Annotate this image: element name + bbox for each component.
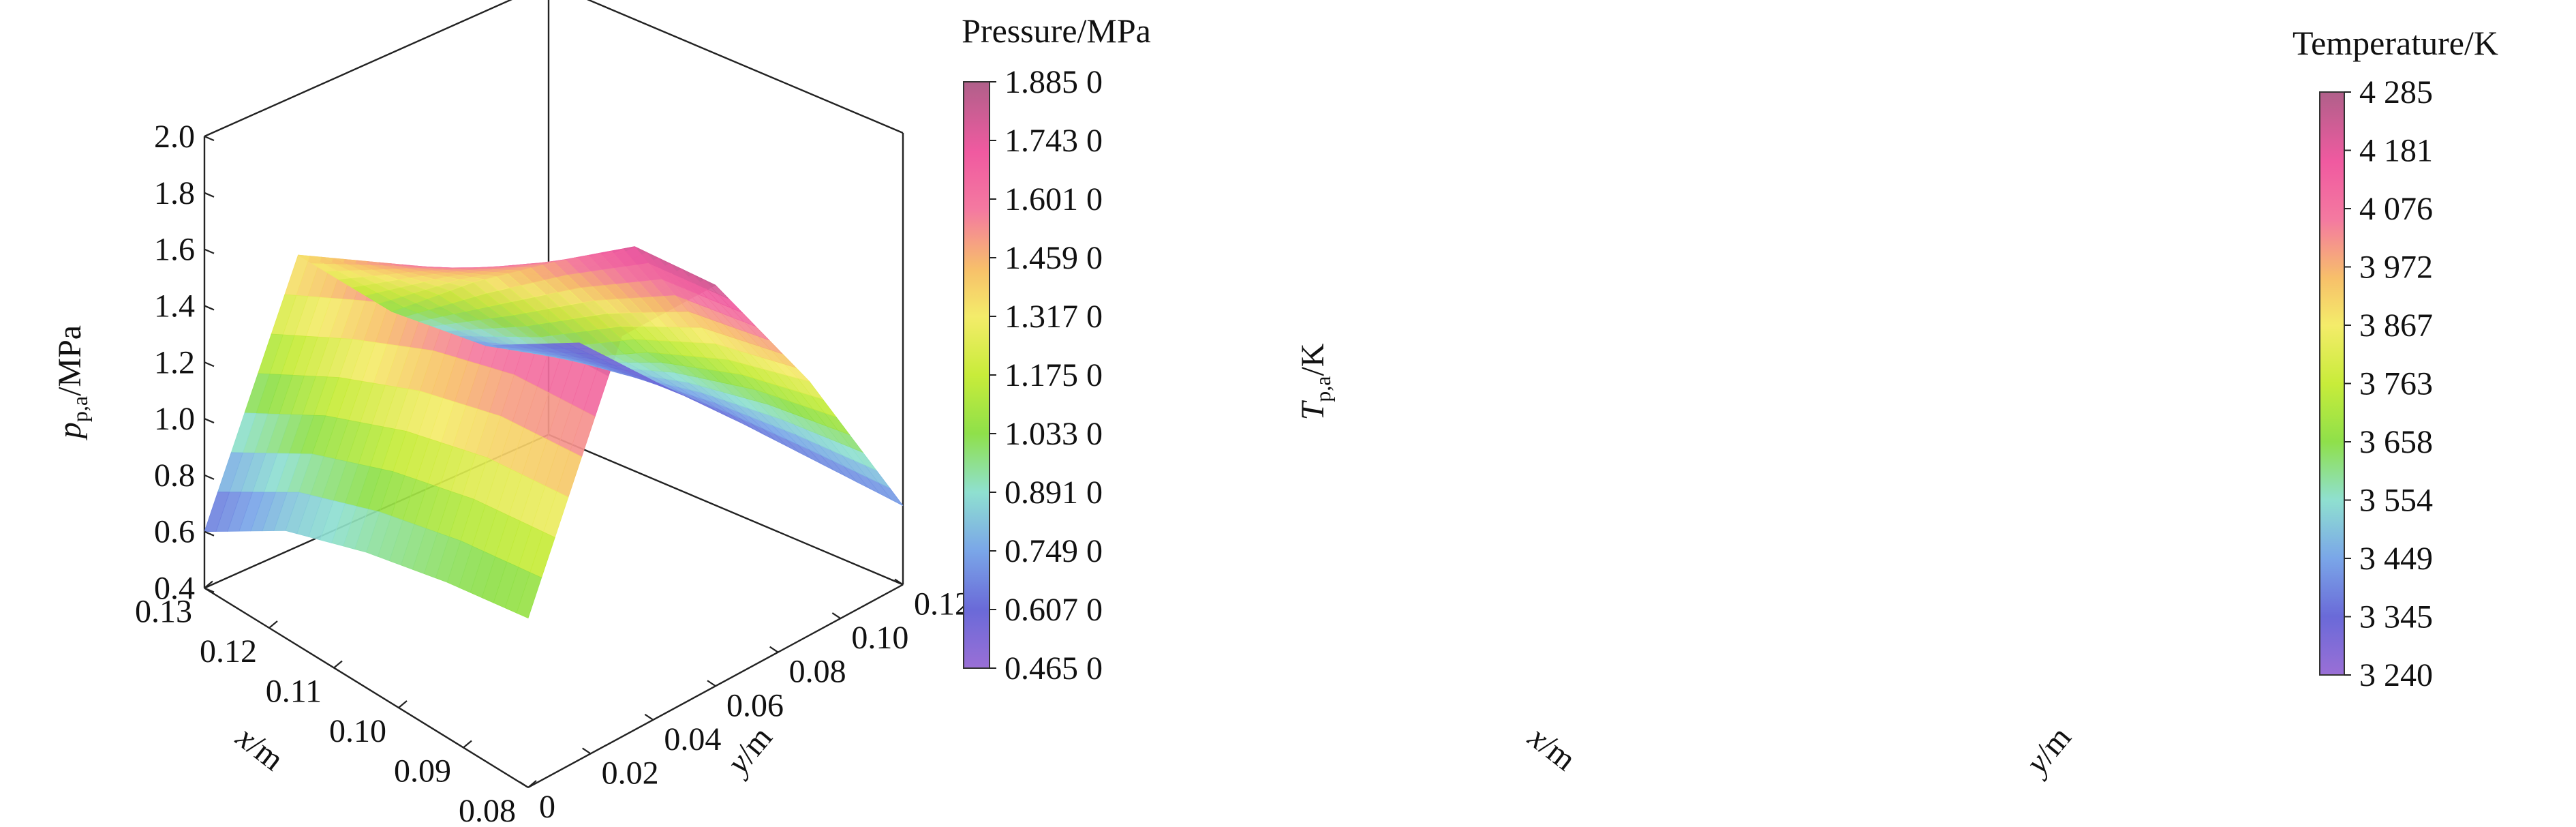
z-tick-label: 1.6 <box>154 232 195 268</box>
colorbar-tick-label: 4 076 <box>2359 191 2433 227</box>
z-tick-label: 1.8 <box>154 175 195 211</box>
y-tick-label: 0.10 <box>851 620 908 656</box>
colorbar <box>2319 91 2345 676</box>
temperature-surface-plot: 4 4004 2004 0003 8003 6003 4003 200 0.13… <box>1295 24 2498 783</box>
x-tick-mark <box>527 780 537 788</box>
colorbar-tick-label: 1.033 0 <box>1005 416 1103 452</box>
colorbar-tick-label: 0.891 0 <box>1005 475 1103 511</box>
colorbar-title: Temperature/K <box>2293 24 2498 62</box>
colorbar-tick-label: 3 763 <box>2359 366 2433 402</box>
colorbar-title: Pressure/MPa <box>962 12 1151 50</box>
pressure-surface-plot: 2.01.81.61.41.21.00.80.60.4 0.130.120.11… <box>52 0 1151 827</box>
y-tick-label: 0.04 <box>664 721 721 757</box>
z-tick-mark <box>204 305 215 311</box>
x-tick-mark <box>204 580 213 589</box>
pressure-surface <box>204 246 904 619</box>
z-tick-label: 1.2 <box>154 344 195 380</box>
surface-patch <box>204 492 230 532</box>
y-axis-label: y/m <box>2017 719 2078 783</box>
colorbar-ticks: 1.885 0 1.743 0 1.601 0 1.459 0 1.317 0 1.175… <box>990 64 1103 687</box>
z-tick-mark <box>204 418 215 424</box>
z-tick-label: 0.4 <box>154 571 195 607</box>
z-tick-label: 0.8 <box>154 457 195 494</box>
y-tick-mark <box>582 747 592 755</box>
y-tick-mark <box>707 680 716 687</box>
z-tick-label: 1.4 <box>154 288 195 324</box>
colorbar-tick-label: 0.749 0 <box>1005 533 1103 569</box>
z-tick-label: 2.0 <box>154 119 195 155</box>
y-tick-label: 0.02 <box>602 755 659 791</box>
axes-edge <box>204 587 529 789</box>
colorbar-tick-label: 3 449 <box>2359 541 2433 577</box>
x-tick-mark <box>398 700 408 708</box>
z-tick-mark <box>204 361 215 367</box>
colorbar-tick-label: 3 554 <box>2359 483 2433 519</box>
x-tick-mark <box>269 620 278 629</box>
x-tick-label: 0.09 <box>394 753 451 790</box>
colorbar-tick-label: 0.465 0 <box>1005 650 1103 687</box>
colorbar-ticks: 4 285 4 181 4 076 3 972 3 867 3 763 3 658 3 554… <box>2344 74 2433 693</box>
y-tick-label: 0.08 <box>789 654 846 690</box>
axes-edge <box>548 434 904 586</box>
z-tick-mark <box>204 135 215 142</box>
colorbar-tick-label: 1.317 0 <box>1005 299 1103 335</box>
y-tick-label: 0 <box>539 789 555 825</box>
x-tick-mark <box>333 660 343 669</box>
z-tick-mark <box>204 192 215 198</box>
z-axis-label: pp,a/MPa <box>52 325 92 440</box>
colorbar-tick-label: 3 240 <box>2359 657 2433 693</box>
colorbar-tick-label: 3 658 <box>2359 424 2433 460</box>
z-tick-label: 0.6 <box>154 514 195 550</box>
z-tick-mark <box>204 248 215 254</box>
x-tick-label: 0.12 <box>200 633 257 670</box>
z-tick-label: 1.0 <box>154 401 195 437</box>
y-tick-mark <box>769 646 779 653</box>
colorbar-tick-label: 0.607 0 <box>1005 592 1103 628</box>
z-tick-mark <box>204 530 215 537</box>
x-axis-label: x/m <box>1521 719 1582 778</box>
colorbar-tick-label: 4 181 <box>2359 133 2433 169</box>
y-tick-label: 0.06 <box>726 687 784 723</box>
axes-edge <box>204 0 512 138</box>
z-tick-mark <box>204 587 215 593</box>
y-axis-label: y/m <box>718 719 779 783</box>
colorbar-tick-label: 3 867 <box>2359 307 2433 344</box>
z-axis-ticks: 2.0 1.8 1.6 1.4 1.2 1.0 0.8 0.6 0.4 <box>154 119 215 607</box>
y-axis-ticks: 0 0.020.040.060.080.100.12 <box>519 578 971 825</box>
colorbar-tick-label: 1.743 0 <box>1005 123 1103 159</box>
colorbar-tick-label: 1.459 0 <box>1005 240 1103 276</box>
y-tick-label: 0.12 <box>914 586 971 622</box>
x-tick-label: 0.08 <box>459 793 516 827</box>
colorbar-tick-label: 1.885 0 <box>1005 64 1103 100</box>
x-tick-label: 0.10 <box>329 713 386 749</box>
x-axis-ticks: 0.130.120.110.100.090.08 <box>135 580 537 827</box>
colorbar <box>963 81 990 669</box>
z-axis-label: Tp,a/K <box>1295 343 1335 420</box>
y-tick-mark <box>831 612 841 619</box>
colorbar-tick-label: 1.601 0 <box>1005 181 1103 217</box>
x-tick-mark <box>463 740 472 749</box>
y-tick-mark <box>644 713 654 721</box>
colorbar-tick-label: 3 972 <box>2359 250 2433 286</box>
z-tick-mark <box>204 474 215 480</box>
x-axis-label: x/m <box>229 719 290 778</box>
y-tick-mark <box>894 578 904 586</box>
y-tick-mark <box>519 781 529 788</box>
colorbar-tick-label: 4 285 <box>2359 74 2433 110</box>
axes-edge <box>587 0 904 134</box>
x-tick-label: 0.13 <box>135 594 192 630</box>
colorbar-tick-label: 3 345 <box>2359 599 2433 635</box>
x-tick-label: 0.11 <box>266 674 322 710</box>
colorbar-tick-label: 1.175 0 <box>1005 357 1103 393</box>
